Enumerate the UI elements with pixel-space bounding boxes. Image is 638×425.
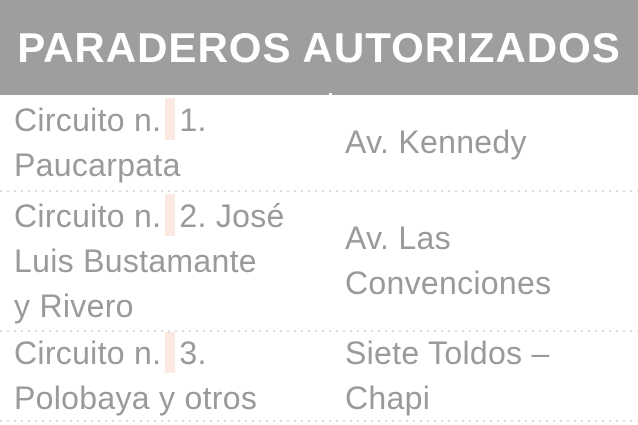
circuit-prefix: Circuito n. [14,197,162,234]
circuit-number: 1. [179,101,207,138]
circuit-cell: Circuito n. 2. José Luis Bustamante y River… [0,192,330,330]
stop-cell: Siete Toldos – Chapi [330,332,638,420]
table-row: Circuito n. 1. Paucarpata Av. Kennedy [0,95,638,190]
header-column-gap [329,93,332,95]
row-separator [0,330,638,332]
stop-cell: Av. Kennedy [330,95,638,190]
table-row: Circuito n. 3. Polobaya y otros Siete Toldo… [0,332,638,420]
circuit-line: Paucarpata [14,146,181,183]
highlight-mark [165,332,176,373]
row-separator [0,420,638,422]
circuit-line-first: Circuito n. 3. [14,332,330,376]
stop-line: Av. Kennedy [345,124,527,160]
circuit-line-first: Circuito n. 1. [14,97,330,143]
table-header: PARADEROS AUTORIZADOS [0,0,638,95]
circuit-prefix: Circuito n. [14,335,162,371]
stop-line: Av. Las [345,220,451,256]
circuit-number: 3. [179,335,207,371]
circuit-cell: Circuito n. 1. Paucarpata [0,95,330,190]
circuit-line-first: Circuito n. 2. José [14,193,330,239]
circuit-cell: Circuito n. 3. Polobaya y otros [0,332,330,420]
stop-cell: Av. Las Convenciones [330,192,638,330]
circuit-line: Polobaya y otros [14,380,258,416]
table-row: Circuito n. 2. José Luis Bustamante y River… [0,192,638,330]
stop-line: Convenciones [345,265,552,301]
circuit-line: Luis Bustamante [14,242,257,279]
highlight-mark [165,97,176,140]
page-title: PARADEROS AUTORIZADOS [17,23,621,71]
circuit-line: y Rivero [14,287,134,324]
table-body: Circuito n. 1. Paucarpata Av. Kennedy Circui… [0,95,638,422]
circuit-number: 2. José [179,197,285,234]
stop-line: Siete Toldos – [345,335,550,371]
row-separator [0,190,638,192]
highlight-mark [165,193,176,236]
stop-line: Chapi [345,380,431,416]
circuit-prefix: Circuito n. [14,101,162,138]
